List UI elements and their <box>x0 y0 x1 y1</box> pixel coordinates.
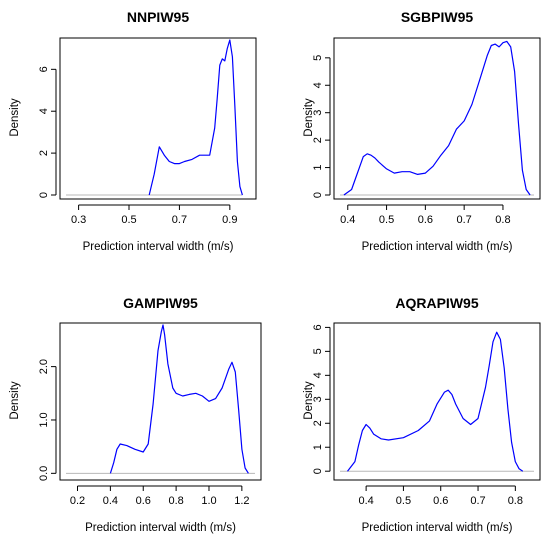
x-tick-label: 0.6 <box>418 214 433 226</box>
y-tick-label: 1 <box>312 444 324 450</box>
x-tick-label: 0.5 <box>121 214 136 226</box>
y-tick-label: 1.0 <box>38 412 50 427</box>
y-tick-label: 5 <box>312 55 324 61</box>
plot-frame <box>59 37 257 200</box>
x-tick-label: 0.8 <box>168 495 183 507</box>
density-curve <box>109 324 249 474</box>
x-tick-label: 0.5 <box>396 495 411 507</box>
x-tick-label: 0.8 <box>495 214 510 226</box>
x-tick-label: 0.4 <box>358 495 373 507</box>
x-tick-label: 0.6 <box>136 495 151 507</box>
x-tick-label: 0.5 <box>379 214 394 226</box>
density-curve <box>347 331 524 472</box>
x-tick-label: 0.4 <box>340 214 355 226</box>
chart-panel-1: NNPIW95 0.3 0.5 0.7 0.9 0 2 4 6 Prediction interv… <box>9 9 257 253</box>
chart-panel-2: SGBPIW95 0.4 0.5 0.6 0.7 0.8 0 1 2 3 4 5 Prediction … <box>303 9 541 253</box>
x-axis-label: Prediction interval width (m/s) <box>362 241 513 253</box>
x-tick-label: 0.4 <box>103 495 118 507</box>
y-tick-label: 6 <box>38 66 50 72</box>
y-tick-label: 3 <box>312 110 324 116</box>
chart-panel-4: AQRAPIW95 0.4 0.5 0.6 0.7 0.8 0 1 2 3 4 5 6 Predictio… <box>303 295 541 534</box>
chart-title: SGBPIW95 <box>401 9 474 25</box>
y-axis-label: Density <box>9 98 21 137</box>
y-tick-label: 6 <box>312 324 324 330</box>
y-tick-label: 1 <box>312 165 324 171</box>
x-tick-label: 0.7 <box>470 495 485 507</box>
x-axis-label: Prediction interval width (m/s) <box>83 241 234 253</box>
x-tick-label: 0.8 <box>508 495 523 507</box>
y-tick-label: 0 <box>312 468 324 474</box>
y-tick-label: 5 <box>312 348 324 354</box>
y-tick-label: 3 <box>312 396 324 402</box>
x-axis-label: Prediction interval width (m/s) <box>85 522 236 534</box>
x-tick-label: 0.9 <box>222 214 237 226</box>
y-axis-label: Density <box>9 381 21 420</box>
density-curve <box>148 39 243 196</box>
y-tick-label: 4 <box>312 82 324 88</box>
y-axis-label: Density <box>303 381 315 420</box>
density-curve <box>343 40 531 196</box>
chart-title: NNPIW95 <box>127 9 189 25</box>
plot-frame <box>59 322 262 481</box>
y-tick-label: 0.0 <box>38 466 50 481</box>
x-tick-label: 1.0 <box>201 495 216 507</box>
y-tick-label: 0 <box>312 192 324 198</box>
plot-frame <box>333 322 541 481</box>
x-axis-label: Prediction interval width (m/s) <box>362 522 513 534</box>
y-tick-label: 2.0 <box>38 359 50 374</box>
x-tick-label: 0.2 <box>70 495 85 507</box>
y-axis-label: Density <box>303 98 315 137</box>
x-tick-label: 0.7 <box>172 214 187 226</box>
y-tick-label: 2 <box>38 150 50 156</box>
x-tick-label: 1.2 <box>234 495 249 507</box>
y-tick-label: 4 <box>312 372 324 378</box>
x-tick-label: 0.7 <box>457 214 472 226</box>
x-tick-label: 0.3 <box>71 214 86 226</box>
chart-title: GAMPIW95 <box>123 295 198 311</box>
chart-title: AQRAPIW95 <box>395 295 478 311</box>
y-tick-label: 2 <box>312 420 324 426</box>
chart-panel-3: GAMPIW95 0.2 0.4 0.6 0.8 1.0 1.2 0.0 1.0 2.0 Predi… <box>9 295 262 534</box>
y-tick-label: 2 <box>312 137 324 143</box>
plot-frame <box>333 37 541 200</box>
x-tick-label: 0.6 <box>433 495 448 507</box>
y-tick-label: 4 <box>38 108 50 114</box>
y-tick-label: 0 <box>38 192 50 198</box>
